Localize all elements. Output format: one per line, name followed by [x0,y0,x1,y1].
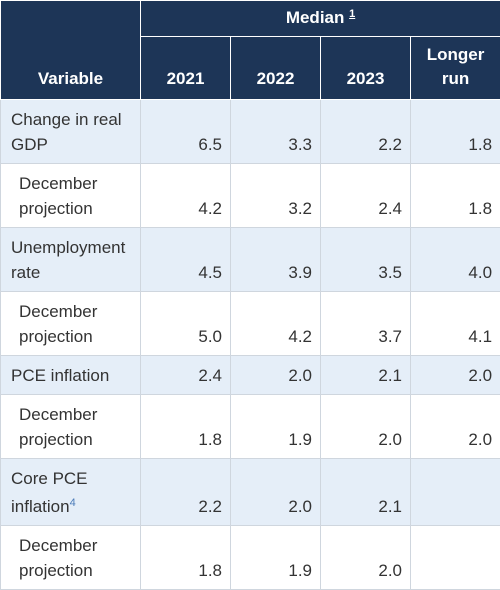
row-label-cell: December projection [1,526,141,590]
value-cell: 4.2 [141,164,231,228]
value-cell: 2.4 [321,164,411,228]
value-cell: 2.0 [321,526,411,590]
row-label: PCE inflation [11,366,109,385]
row-label: December projection [19,536,97,580]
value-cell: 3.3 [231,100,321,164]
value-cell: 2.1 [321,459,411,526]
row-label: December projection [19,302,97,346]
value-cell: 3.5 [321,228,411,292]
value-cell: 1.9 [231,395,321,459]
footnote-link[interactable]: 4 [70,497,76,509]
row-label-cell: December projection [1,164,141,228]
column-header: Longer run [411,37,500,100]
value-cell: 3.2 [231,164,321,228]
value-cell: 3.7 [321,292,411,356]
value-cell: 6.5 [141,100,231,164]
value-cell: 2.0 [411,356,500,395]
median-text: Median [286,8,345,27]
value-cell: 5.0 [141,292,231,356]
value-cell: 4.5 [141,228,231,292]
value-cell: 1.8 [411,100,500,164]
column-header: 2023 [321,37,411,100]
header-median: Median 1 [141,1,500,37]
value-cell: 1.8 [141,526,231,590]
row-label: Core PCE inflation [11,469,88,516]
row-label-cell: Core PCE inflation4 [1,459,141,526]
column-header: 2022 [231,37,321,100]
row-label-cell: December projection [1,395,141,459]
value-cell: 2.0 [411,395,500,459]
header-variable: Variable [1,1,141,100]
row-label-cell: PCE inflation [1,356,141,395]
row-label-cell: Change in real GDP [1,100,141,164]
column-header: 2021 [141,37,231,100]
value-cell [411,459,500,526]
row-label-cell: December projection [1,292,141,356]
row-label-cell: Unemployment rate [1,228,141,292]
value-cell: 2.1 [321,356,411,395]
row-label: Change in real GDP [11,110,122,154]
value-cell: 4.2 [231,292,321,356]
row-label: Unemployment rate [11,238,125,282]
value-cell: 2.4 [141,356,231,395]
value-cell: 2.2 [141,459,231,526]
value-cell: 1.8 [141,395,231,459]
row-label: December projection [19,405,97,449]
value-cell: 4.0 [411,228,500,292]
value-cell [411,526,500,590]
value-cell: 4.1 [411,292,500,356]
footnote-link[interactable]: 1 [349,8,355,20]
value-cell: 2.0 [321,395,411,459]
value-cell: 2.2 [321,100,411,164]
value-cell: 2.0 [231,356,321,395]
row-label: December projection [19,174,97,218]
value-cell: 2.0 [231,459,321,526]
value-cell: 1.9 [231,526,321,590]
value-cell: 1.8 [411,164,500,228]
value-cell: 3.9 [231,228,321,292]
